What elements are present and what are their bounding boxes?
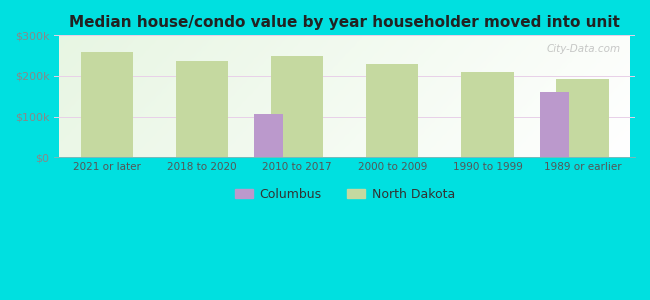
Legend: Columbus, North Dakota: Columbus, North Dakota	[229, 183, 460, 206]
Bar	[540, 92, 569, 157]
Bar	[271, 56, 323, 157]
Bar	[254, 114, 283, 157]
Title: Median house/condo value by year householder moved into unit: Median house/condo value by year househo…	[70, 15, 620, 30]
Bar	[81, 52, 133, 157]
Bar	[556, 79, 609, 157]
Text: City-Data.com: City-Data.com	[547, 44, 621, 54]
Bar	[176, 61, 228, 157]
Bar	[462, 72, 514, 157]
Bar	[366, 64, 419, 157]
